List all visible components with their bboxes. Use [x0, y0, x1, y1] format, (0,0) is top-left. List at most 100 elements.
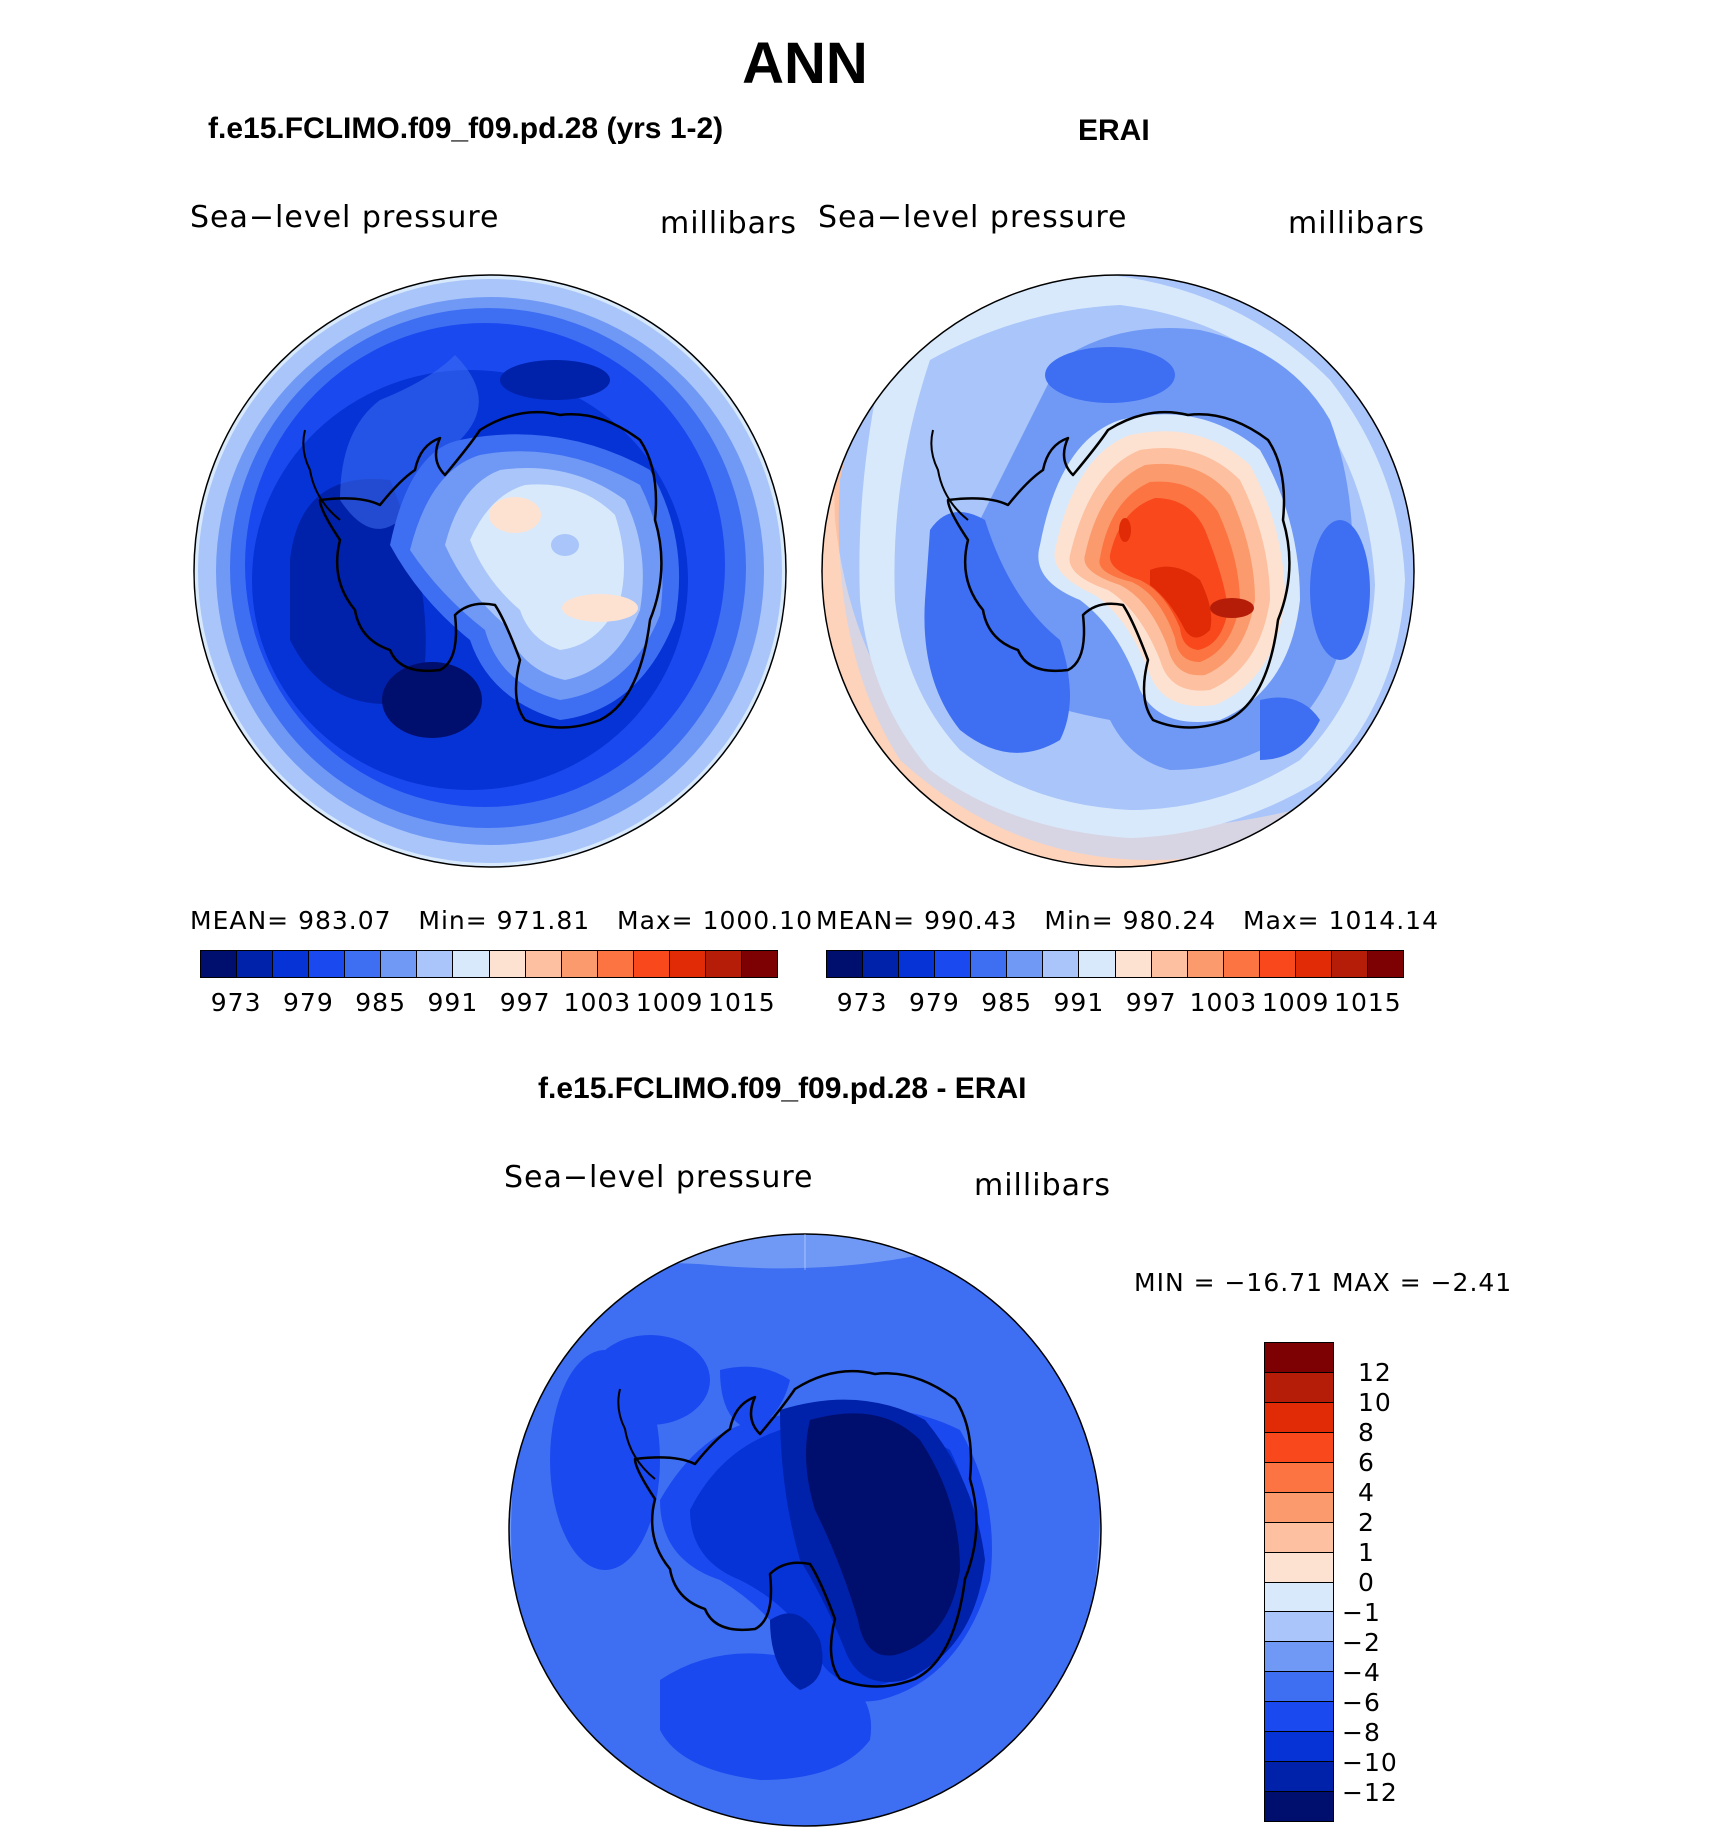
panel2-min: 980.24: [1122, 906, 1217, 935]
panel3-colorbar-swatch: [1265, 1612, 1333, 1643]
panel1-colorbar-tick-label: 979: [283, 988, 334, 1017]
panel3-colorbar: [1264, 1342, 1334, 1822]
panel2-colorbar-swatch: [935, 951, 972, 977]
panel3-title: f.e15.FCLIMO.f09_f09.pd.28 - ERAI: [538, 1072, 1027, 1105]
panel2-colorbar-swatch: [1367, 951, 1403, 977]
panel2-colorbar-swatch: [1223, 951, 1260, 977]
panel3-colorbar-swatch: [1265, 1642, 1333, 1673]
panel2-stats: MEAN= 990.43 Min= 980.24 Max= 1014.14: [816, 906, 1439, 935]
panel2-colorbar-swatch: [863, 951, 900, 977]
panel2-mean-label: MEAN=: [816, 906, 916, 935]
panel3-colorbar-tick-label: −2: [1342, 1628, 1381, 1657]
panel3-colorbar-swatch: [1265, 1582, 1333, 1613]
panel2-colorbar-tick-label: 991: [1053, 988, 1105, 1017]
panel2-colorbar-swatch: [1007, 951, 1044, 977]
panel3-colorbar-swatch: [1265, 1552, 1333, 1583]
panel2-colorbar-swatch: [971, 951, 1008, 977]
panel1-colorbar-swatch: [381, 951, 418, 977]
panel3-colorbar-swatch: [1265, 1762, 1333, 1793]
panel1-mean: 983.07: [298, 906, 392, 935]
panel1-colorbar-swatch: [525, 951, 562, 977]
panel3-colorbar-tick-label: 4: [1358, 1478, 1375, 1507]
panel2-variable: Sea−level pressure: [818, 200, 1128, 235]
panel1-colorbar-tick-label: 973: [210, 988, 262, 1017]
panel1-stats: MEAN= 983.07 Min= 971.81 Max= 1000.10: [190, 906, 813, 935]
panel1-colorbar-swatch: [453, 951, 490, 977]
panel3-colorbar-tick-label: −1: [1342, 1598, 1381, 1627]
panel2-colorbar-swatch: [1259, 951, 1296, 977]
panel3-colorbar-tick-label: −8: [1342, 1718, 1381, 1747]
panel2-colorbar-swatch: [1043, 951, 1080, 977]
panel1-variable: Sea−level pressure: [190, 200, 500, 235]
panel1-colorbar-swatch: [741, 951, 777, 977]
panel2-max: 1014.14: [1328, 906, 1439, 935]
panel2-max-label: Max=: [1243, 906, 1320, 935]
panel3-colorbar-swatch: [1265, 1522, 1333, 1553]
panel3-stats: MIN = −16.71 MAX = −2.41: [1134, 1268, 1513, 1297]
panel2-colorbar-swatch: [899, 951, 936, 977]
panel1-colorbar-tick-label: 985: [355, 988, 406, 1017]
panel1-title: f.e15.FCLIMO.f09_f09.pd.28 (yrs 1-2): [208, 112, 724, 145]
panel1-colorbar-tick-label: 997: [499, 988, 551, 1017]
panel2-min-label: Min=: [1044, 906, 1114, 935]
panel2-colorbar-tick-label: 985: [981, 988, 1032, 1017]
panel1-colorbar-swatch: [237, 951, 274, 977]
panel2-colorbar: [826, 950, 1404, 978]
panel1-colorbar-tick-label: 991: [427, 988, 479, 1017]
panel2-colorbar-tick-label: 1003: [1189, 988, 1258, 1017]
panel2-colorbar-tick-label: 1015: [1334, 988, 1402, 1017]
panel1-colorbar-swatch: [273, 951, 310, 977]
panel3-colorbar-swatch: [1265, 1492, 1333, 1523]
panel2-mean: 990.43: [924, 906, 1018, 935]
panel2-title: ERAI: [1078, 114, 1150, 147]
panel1-min-label: Min=: [418, 906, 488, 935]
panel3-colorbar-tick-label: 10: [1358, 1388, 1392, 1417]
main-title: ANN: [742, 31, 868, 96]
panel1-colorbar-swatch: [597, 951, 634, 977]
panel2-colorbar-swatch: [1115, 951, 1152, 977]
panel1-colorbar-swatch: [417, 951, 454, 977]
panel3-colorbar-swatch: [1265, 1732, 1333, 1763]
panel2-colorbar-swatch: [827, 951, 864, 977]
panel1-colorbar-swatch: [705, 951, 742, 977]
panel1-colorbar-tick-label: 1015: [708, 988, 776, 1017]
panel3-colorbar-tick-label: 1: [1358, 1538, 1375, 1567]
panel3-colorbar-tick-label: 2: [1358, 1508, 1375, 1537]
panel1-colorbar-tick-label: 1009: [635, 988, 704, 1017]
panel3-colorbar-swatch: [1265, 1432, 1333, 1463]
panel1-colorbar-swatch: [345, 951, 382, 977]
panel1-max: 1000.10: [702, 906, 813, 935]
panel3-colorbar-swatch: [1265, 1792, 1333, 1821]
panel3-colorbar-tick-label: −4: [1342, 1658, 1381, 1687]
panel1-colorbar-swatch: [561, 951, 598, 977]
panel1-colorbar-tick-label: 1003: [563, 988, 632, 1017]
panel3-colorbar-tick-label: 12: [1358, 1358, 1392, 1387]
panel2-colorbar-swatch: [1187, 951, 1224, 977]
panel1-mean-label: MEAN=: [190, 906, 290, 935]
panel3-variable: Sea−level pressure: [504, 1160, 814, 1195]
panel1-colorbar-ticks: 973 979 985 991 997 1003 1009 1015: [200, 988, 778, 1018]
panel1-units: millibars: [660, 206, 797, 241]
panel2-colorbar-tick-label: 997: [1125, 988, 1177, 1017]
panel1-colorbar-swatch: [309, 951, 346, 977]
panel1-colorbar-swatch: [201, 951, 238, 977]
panel3-colorbar-tick-label: 0: [1358, 1568, 1375, 1597]
panel3-colorbar-tick-label: 8: [1358, 1418, 1375, 1447]
panel2-units: millibars: [1288, 206, 1425, 241]
panel1-min: 971.81: [496, 906, 591, 935]
panel3-colorbar-tick-label: −10: [1342, 1748, 1398, 1777]
panel1-colorbar: [200, 950, 778, 978]
panel3-colorbar-swatch: [1265, 1372, 1333, 1403]
panel2-colorbar-tick-label: 973: [836, 988, 888, 1017]
panel3-units: millibars: [974, 1168, 1111, 1203]
panel1-max-label: Max=: [617, 906, 694, 935]
panel3-colorbar-swatch: [1265, 1672, 1333, 1703]
panel3-colorbar-swatch: [1265, 1702, 1333, 1733]
panel2-colorbar-tick-label: 1009: [1261, 988, 1330, 1017]
panel3-colorbar-tick-label: −12: [1342, 1778, 1398, 1807]
panel3-colorbar-tick-label: −6: [1342, 1688, 1381, 1717]
panel3-colorbar-ticks: 12 10 8 6 4 2 1 0 −1 −2 −4 −6 −8 −10 −12: [1342, 1342, 1466, 1822]
